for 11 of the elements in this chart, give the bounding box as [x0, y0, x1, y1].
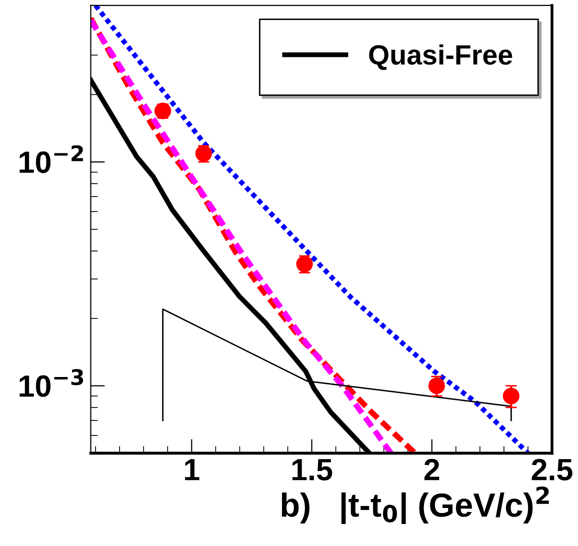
y-tick-label: 10$^{−3}$: [20, 369, 84, 397]
x-tick-label: 1.5: [292, 459, 332, 480]
x-tick-label: 1: [185, 459, 200, 480]
point: [428, 377, 445, 394]
x-axis-title: b) |t-t$_{0}$| (GeV/c)$^{2}$: [282, 486, 549, 524]
x-tick-label: 2: [424, 458, 440, 480]
y-tick-label: 10$^{−2}$: [20, 145, 83, 174]
legend-label: Quasi-Free: [369, 44, 512, 70]
point: [502, 388, 520, 404]
line-series: [93, 5, 530, 454]
x-tick-label: 2.5: [532, 458, 572, 480]
